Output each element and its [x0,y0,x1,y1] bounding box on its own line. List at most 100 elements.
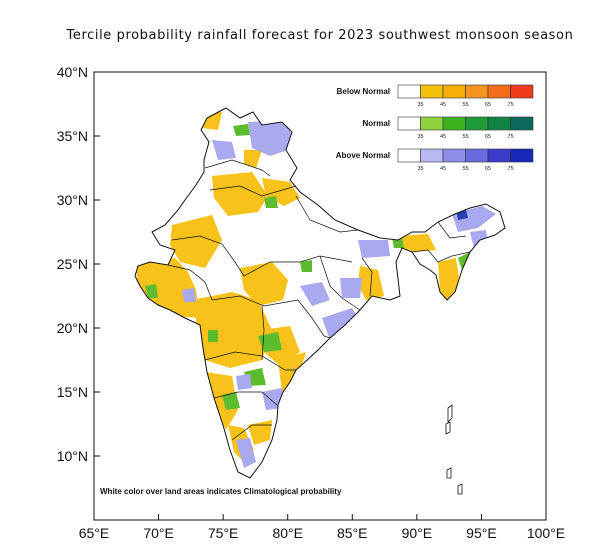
legend-swatch [442,116,466,131]
legend-swatch [397,116,421,131]
y-tick-label: 15°N [57,384,88,400]
y-tick-label: 30°N [57,192,88,208]
above-region-kerala [236,438,256,468]
state-boundary-4 [167,264,213,301]
normal-region-gujarat-south [145,284,158,298]
state-boundary-2 [209,185,297,197]
state-boundary-5 [243,255,353,277]
legend-label: Normal [362,119,390,128]
state-boundary-6 [295,195,359,233]
state-boundary-14 [361,257,373,297]
state-boundary-15 [411,249,471,263]
normal-regions [145,124,472,410]
y-tick-label: 25°N [57,256,88,272]
forecast-regions [135,112,496,468]
legend-tick: 45 [440,166,446,172]
legend-swatch [510,116,534,131]
map-note: White color over land areas indicates Cl… [100,487,342,496]
legend-tick: 45 [440,102,446,108]
y-axis: 40°N 35°N 30°N 25°N 20°N 15°N 10°N [57,64,100,464]
legend-tick: 75 [507,134,513,140]
below-region-andhra-coast [278,352,306,392]
legend-tick: 35 [417,166,423,172]
below-normal-regions [135,112,460,462]
x-tick-label: 80°E [272,525,303,541]
legend-swatch [487,116,511,131]
below-region-northeast-south [438,258,460,300]
legend-swatch [510,148,534,163]
state-boundary-9 [319,255,361,311]
y-tick-label: 40°N [57,64,88,80]
above-region-gujarat-east [182,288,196,302]
below-region-tn-north [248,420,272,445]
legend-swatch [465,148,489,163]
state-boundary-3 [171,235,245,277]
legend-swatch [442,148,466,163]
above-region-bihar [358,240,390,258]
below-region-ladakh-south [244,150,262,168]
y-tick-label: 35°N [57,128,88,144]
below-region-west-rajasthan [170,215,222,268]
below-region-karnataka [205,372,238,430]
y-tick-label: 20°N [57,320,88,336]
above-region-jharkhand [340,278,362,298]
x-tick-label: 95°E [466,525,497,541]
island-3 [446,467,452,479]
state-boundaries [167,159,471,441]
legend: Below Normal 35 45 55 65 75 Normal 35 45 55 65 75 Ab… [336,84,534,172]
legend-swatch [420,84,444,99]
normal-region-maharashtra-west [208,330,218,342]
normal-region-sikkim [392,238,404,248]
legend-tick: 75 [507,102,513,108]
state-boundary-16 [437,221,467,239]
legend-label: Above Normal [336,151,390,160]
below-region-gujarat [135,258,200,318]
state-boundary-12 [231,424,272,441]
legend-swatch [465,84,489,99]
andaman-nicobar-islands [445,404,463,495]
legend-tick: 65 [485,166,491,172]
normal-region-karnataka-south [222,392,240,410]
normal-region-ladakh [233,124,250,136]
x-tick-label: 100°E [527,525,565,541]
normal-region-haryana [264,196,278,208]
legend-swatch [442,84,466,99]
normal-region-vidarbha [258,332,282,352]
below-region-maharashtra [192,292,272,368]
legend-swatch [420,116,444,131]
legend-tick: 55 [462,134,468,140]
x-tick-label: 70°E [143,525,174,541]
above-region-chhattisgarh [300,282,330,306]
state-boundary-8 [297,299,331,339]
above-region-jk [212,140,236,160]
legend-swatch [397,148,421,163]
below-region-assam [398,234,436,252]
x-tick-label: 90°E [402,525,433,541]
island-4 [457,483,463,495]
legend-tick: 55 [462,166,468,172]
state-boundary-1 [204,159,271,177]
legend-swatch [510,84,534,99]
legend-swatch [487,148,511,163]
x-tick-label: 85°E [337,525,368,541]
island-1 [447,404,453,423]
legend-label: Below Normal [337,87,390,96]
above-region-ladakh [248,120,294,156]
x-axis: 65°E 70°E 75°E 80°E 85°E 90°E 95°E 100°E [79,514,565,541]
legend-tick: 45 [440,134,446,140]
normal-region-up-central [300,260,312,272]
state-boundary-11 [213,391,278,406]
state-boundary-7 [211,295,299,307]
below-region-mp-central [240,262,288,306]
x-tick-label: 75°E [208,525,239,541]
legend-tick: 75 [507,166,513,172]
state-boundary-13 [261,305,265,361]
below-region-punjab-haryana [212,172,268,216]
legend-tick: 65 [485,134,491,140]
legend-swatch [420,148,444,163]
legend-swatch [487,84,511,99]
legend-tick: 65 [485,102,491,108]
map-title: Tercile probability rainfall forecast fo… [66,28,574,43]
above-region-odisha [322,308,360,340]
